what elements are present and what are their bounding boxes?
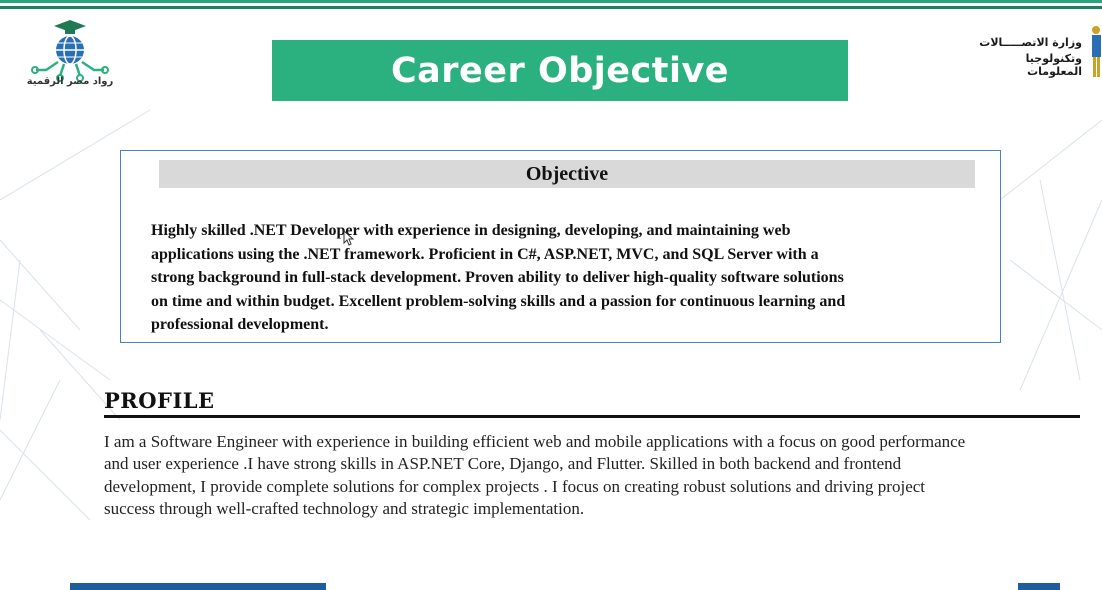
objective-heading: Objective — [159, 160, 975, 188]
pharaoh-figure-icon — [1092, 26, 1101, 77]
left-logo-caption: رواد مصر الرقمية — [26, 76, 114, 87]
profile-heading: PROFILE — [104, 388, 215, 413]
profile-line: and user experience .I have strong skill… — [104, 454, 902, 474]
top-accent-bar-secondary — [0, 6, 1102, 9]
objective-line: Highly skilled .NET Developer with exper… — [151, 222, 791, 239]
objective-line: on time and within budget. Excellent pro… — [151, 292, 846, 310]
slide-title: Career Objective — [272, 40, 848, 101]
globe-graduation-cap-icon — [31, 20, 109, 82]
bottom-accent-bar-left — [70, 583, 326, 590]
mouse-cursor-icon — [343, 230, 355, 246]
profile-line: success through well-crafted technology … — [104, 498, 585, 518]
profile-divider — [104, 415, 1080, 418]
objective-box: Objective Highly skilled .NET Developer … — [120, 150, 1001, 343]
objective-text: Highly skilled .NET Developer with exper… — [151, 219, 981, 337]
objective-line: applications using the .NET framework. P… — [151, 245, 819, 263]
top-accent-bar — [0, 0, 1102, 3]
profile-line: development, I provide complete solution… — [104, 476, 926, 496]
objective-line: professional development. — [151, 316, 329, 333]
profile-line: I am a Software Engineer with experience… — [104, 432, 966, 451]
ministry-name-line1: وزارة الاتصـــــالات — [979, 36, 1082, 49]
bottom-accent-bar-right — [1018, 583, 1060, 590]
objective-line: strong background in full-stack developm… — [151, 269, 844, 286]
ministry-name-line2: وتكنولوجيا المعلومات — [1025, 52, 1082, 78]
profile-text: I am a Software Engineer with experience… — [104, 431, 1084, 520]
